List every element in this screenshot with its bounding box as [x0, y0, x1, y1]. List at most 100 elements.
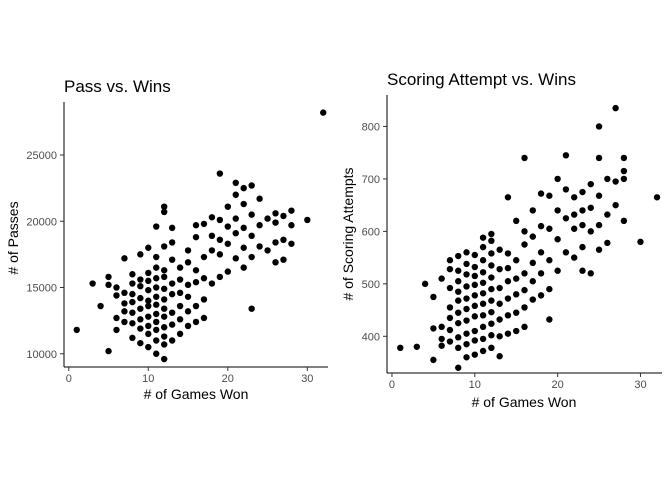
data-point — [455, 297, 462, 304]
data-point — [504, 264, 512, 272]
data-point — [113, 284, 120, 291]
data-point — [570, 225, 578, 232]
data-point — [248, 232, 255, 240]
data-point — [595, 221, 603, 229]
data-point — [248, 211, 255, 218]
pass-vs-wins-panel: Pass vs. Wins # of Games Won # of Passes… — [5, 77, 328, 402]
data-point — [145, 343, 152, 351]
data-point — [192, 267, 200, 274]
data-point — [562, 186, 570, 193]
data-point — [153, 275, 160, 282]
y-tick-label: 15000 — [26, 283, 57, 295]
data-point — [176, 264, 184, 271]
data-point — [240, 224, 247, 232]
data-point — [521, 154, 528, 162]
axes: 0 10 20 30 10000 15000 20000 25000 — [26, 102, 328, 385]
x-tick-label: 0 — [389, 379, 395, 391]
data-point — [168, 290, 176, 298]
data-point — [256, 222, 263, 229]
y-tick-label: 700 — [362, 174, 380, 186]
data-point — [208, 280, 216, 287]
data-point — [595, 246, 603, 253]
data-point — [113, 314, 120, 322]
data-point — [248, 253, 255, 261]
data-point — [137, 251, 144, 258]
data-point — [208, 232, 216, 240]
data-point — [224, 268, 232, 275]
data-point — [479, 347, 487, 355]
data-point — [496, 284, 503, 292]
data-point — [121, 300, 128, 307]
data-point — [537, 222, 545, 230]
data-point — [504, 330, 512, 337]
data-point — [200, 220, 208, 228]
data-point — [200, 275, 208, 282]
data-point — [160, 313, 168, 320]
data-point — [216, 251, 224, 258]
data-point — [546, 316, 553, 323]
data-point — [587, 228, 594, 235]
data-point — [153, 264, 160, 271]
data-point — [521, 286, 528, 294]
data-point — [579, 267, 586, 274]
data-point — [121, 289, 128, 296]
data-point — [160, 296, 168, 303]
data-point — [160, 305, 168, 312]
data-point — [184, 247, 192, 254]
data-point — [455, 309, 462, 316]
y-tick-label: 20000 — [26, 216, 57, 228]
data-point — [479, 269, 487, 276]
data-point — [240, 264, 247, 271]
data-point — [529, 278, 536, 285]
data-point — [129, 290, 136, 298]
data-point — [463, 305, 470, 313]
data-point — [463, 340, 470, 348]
data-point — [256, 195, 263, 202]
data-point — [488, 262, 495, 269]
data-point — [121, 255, 128, 262]
data-point — [595, 123, 603, 130]
data-point — [546, 285, 553, 293]
data-point — [168, 321, 176, 328]
data-point — [413, 343, 421, 350]
data-point — [160, 341, 168, 348]
data-point — [446, 326, 454, 334]
data-point — [280, 256, 287, 263]
data-point — [521, 228, 528, 235]
data-point — [471, 272, 479, 280]
data-point — [153, 253, 160, 261]
data-point — [176, 302, 184, 310]
data-point — [129, 298, 136, 306]
data-point — [232, 255, 239, 262]
data-point — [496, 246, 503, 253]
data-point — [455, 334, 462, 341]
data-point — [105, 347, 112, 355]
data-point — [479, 279, 487, 286]
data-point — [479, 335, 487, 343]
data-point — [421, 280, 429, 288]
data-point — [216, 216, 224, 224]
data-point — [587, 204, 594, 211]
data-point — [471, 292, 479, 299]
data-point — [438, 323, 445, 331]
data-point — [446, 314, 454, 322]
x-tick-label: 10 — [469, 379, 481, 391]
data-point — [529, 207, 536, 214]
data-point — [471, 251, 479, 259]
data-point — [184, 293, 192, 300]
data-point — [446, 265, 454, 273]
data-point — [479, 323, 487, 331]
data-point — [153, 318, 160, 326]
data-point — [200, 296, 208, 303]
axes: 0 10 20 30 400 500 600 700 800 — [362, 95, 662, 391]
data-point — [562, 152, 570, 159]
data-point — [504, 278, 512, 285]
data-point — [176, 330, 184, 338]
data-point — [579, 221, 586, 229]
data-point — [145, 297, 152, 304]
data-point — [496, 300, 503, 307]
data-point — [184, 308, 192, 315]
data-point — [153, 223, 160, 230]
